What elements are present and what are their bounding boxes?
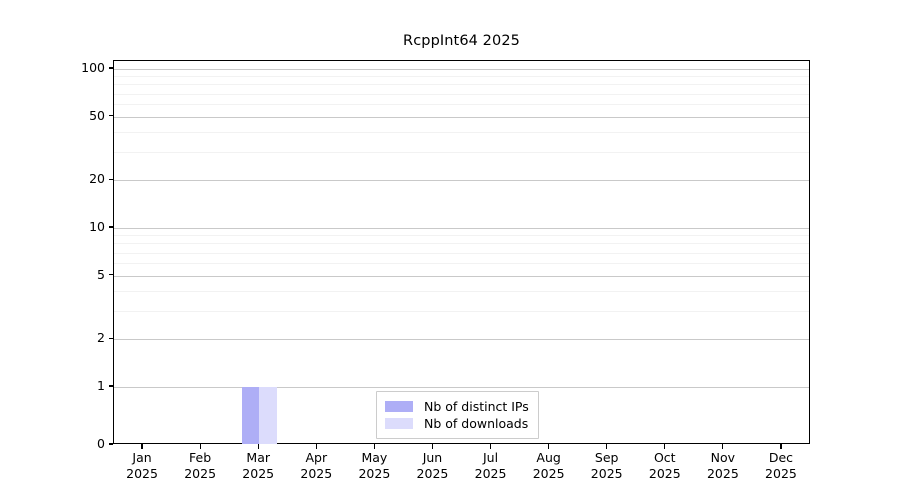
x-tick-year: 2025	[765, 465, 797, 481]
x-tick-month: Mar	[246, 450, 270, 465]
x-tick-label: Jun 2025	[392, 450, 472, 481]
major-gridline	[114, 387, 809, 388]
x-tick-label: Nov 2025	[683, 450, 763, 481]
major-gridline	[114, 339, 809, 341]
x-tick-label: May 2025	[334, 450, 414, 481]
major-gridline	[114, 180, 809, 182]
y-tick-mark	[108, 337, 113, 339]
legend-item[interactable]: Nb of distinct IPs	[385, 398, 529, 415]
y-tick-mark	[108, 178, 113, 180]
y-tick-label: 50	[89, 107, 105, 123]
legend-label: Nb of distinct IPs	[424, 399, 529, 414]
x-tick-label: Apr 2025	[276, 450, 356, 481]
x-tick-month: Apr	[305, 450, 328, 465]
y-tick-mark	[108, 226, 113, 228]
x-tick-mark	[373, 444, 375, 449]
y-tick-mark	[108, 385, 113, 387]
y-tick-label: 1	[97, 378, 105, 393]
minor-gridline	[114, 252, 809, 254]
x-tick-mark	[489, 444, 492, 449]
x-tick-year: 2025	[358, 465, 391, 481]
x-tick-label: Jan 2025	[102, 450, 182, 481]
x-tick-label: Oct 2025	[625, 450, 705, 481]
x-tick-year: 2025	[242, 465, 275, 481]
bars-layer	[114, 61, 809, 444]
x-tick-month: Jan	[132, 450, 152, 465]
minor-gridline	[114, 132, 809, 134]
y-tick-mark	[108, 443, 113, 445]
minor-gridline	[114, 84, 809, 86]
chart-title: RcppInt64 2025	[403, 33, 520, 49]
y-tick-mark	[108, 67, 113, 69]
y-tick-mark	[108, 115, 113, 117]
y-tick-label: 100	[81, 60, 105, 75]
major-gridline	[114, 69, 809, 70]
x-tick-mark	[780, 444, 782, 449]
major-gridline	[114, 116, 809, 118]
x-tick-year: 2025	[126, 465, 158, 481]
legend-label: Nb of downloads	[424, 416, 529, 431]
x-tick-mark	[141, 444, 143, 449]
x-tick-mark	[257, 444, 259, 449]
y-tick-label: 0	[97, 436, 105, 451]
minor-gridline	[114, 93, 809, 95]
x-tick-label: Aug 2025	[509, 450, 589, 481]
x-tick-month: Dec	[768, 450, 794, 465]
y-tick-label: 10	[89, 219, 105, 234]
x-tick-month: Oct	[653, 450, 676, 465]
x-tick-month: Aug	[536, 450, 561, 465]
minor-gridline	[114, 235, 809, 237]
x-tick-year: 2025	[416, 465, 449, 481]
legend-item[interactable]: Nb of downloads	[385, 415, 529, 432]
x-tick-year: 2025	[590, 465, 623, 481]
x-tick-year: 2025	[184, 465, 217, 481]
legend-swatch-icon	[385, 401, 413, 412]
minor-gridline	[114, 152, 809, 154]
major-gridline	[114, 275, 809, 277]
x-tick-month: Jul	[482, 450, 499, 465]
minor-gridline	[114, 263, 809, 265]
x-tick-mark	[315, 444, 317, 449]
x-tick-year: 2025	[648, 465, 681, 481]
minor-gridline	[114, 311, 809, 313]
plot-area	[113, 60, 810, 444]
x-tick-mark	[199, 444, 201, 449]
minor-gridline	[114, 104, 809, 106]
major-gridline	[114, 228, 809, 229]
chart-legend: Nb of distinct IPs Nb of downloads	[376, 391, 539, 439]
x-tick-mark	[664, 444, 666, 449]
x-tick-month: Sep	[594, 450, 619, 465]
x-tick-year: 2025	[706, 465, 739, 481]
bar	[259, 387, 277, 444]
x-tick-mark	[431, 444, 434, 449]
x-tick-month: May	[361, 450, 388, 465]
x-tick-mark	[606, 444, 608, 449]
y-tick-label: 5	[97, 266, 105, 282]
x-tick-year: 2025	[474, 465, 507, 481]
x-tick-year: 2025	[300, 465, 333, 481]
y-tick-label: 20	[89, 171, 105, 187]
bar	[241, 387, 260, 444]
x-tick-label: Feb 2025	[160, 450, 240, 481]
y-tick-label: 2	[97, 330, 105, 346]
x-tick-year: 2025	[532, 465, 565, 481]
x-tick-mark	[722, 444, 724, 449]
x-tick-month: Jun	[422, 450, 443, 465]
x-tick-month: Feb	[189, 450, 212, 465]
minor-gridline	[114, 76, 809, 78]
x-tick-label: Sep 2025	[567, 450, 647, 481]
legend-swatch-icon	[385, 418, 413, 429]
x-tick-label: Mar 2025	[218, 450, 298, 481]
x-tick-label: Dec 2025	[741, 450, 821, 481]
gridlines	[114, 61, 809, 443]
x-tick-label: Jul 2025	[451, 450, 531, 481]
x-tick-month: Nov	[710, 450, 736, 465]
minor-gridline	[114, 291, 809, 293]
x-tick-mark	[548, 444, 550, 449]
minor-gridline	[114, 243, 809, 245]
y-tick-mark	[108, 274, 113, 276]
